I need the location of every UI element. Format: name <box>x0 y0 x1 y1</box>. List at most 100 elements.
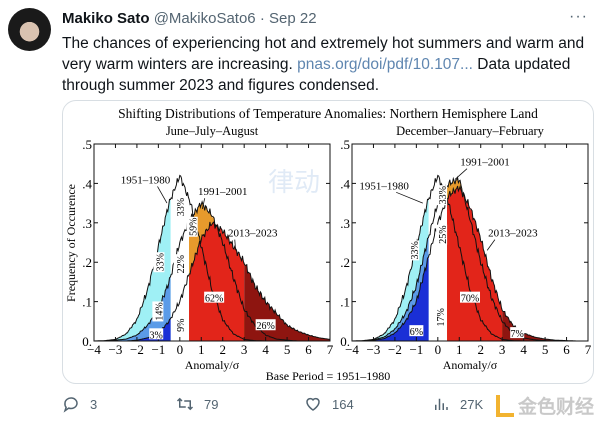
x-tick-label: 3 <box>499 342 506 357</box>
views-button[interactable]: 27K <box>432 395 483 413</box>
author-handle[interactable]: @MakikoSato6 <box>153 10 256 27</box>
percent-label-text: 17% <box>436 308 447 326</box>
percent-label-box <box>436 224 448 245</box>
x-tick-label: 3 <box>241 342 248 357</box>
annotation-arrow <box>201 198 206 210</box>
x-axis-label-winter: Anomaly/σ <box>443 358 498 372</box>
x-tick-label: 5 <box>542 342 549 357</box>
avatar[interactable] <box>8 8 51 51</box>
percent-label-text: 6% <box>410 327 423 338</box>
percent-label-box <box>433 307 445 328</box>
y-tick-label: 0. <box>340 334 350 349</box>
percent-label-text: 33% <box>410 241 421 259</box>
area-1951-cold <box>94 199 171 341</box>
y-tick-label: .5 <box>340 137 350 152</box>
percent-label-text: 14% <box>154 302 165 320</box>
percent-label-box <box>204 291 225 303</box>
y-tick-label: .5 <box>82 137 92 152</box>
annotation-arrow <box>234 239 236 251</box>
tweet-link[interactable]: pnas.org/doi/pdf/10.107... <box>297 56 473 73</box>
watermark-center: 律动 <box>268 168 320 197</box>
percent-label: 22% <box>173 254 187 275</box>
chart-panel-0: −4 −3 −2 −1 0 1 2 3 4 5 6 7 0. .1 .2 .3 .4 .5 33% 14% 3% 33% 2… <box>82 137 334 357</box>
percent-label-text: 59% <box>189 218 200 236</box>
period-annotation: 2013–2023 <box>228 228 278 240</box>
y-tick-label: .2 <box>82 255 92 270</box>
percent-label-box <box>409 325 424 337</box>
percent-label-text: 62% <box>205 294 223 305</box>
y-axis-label: Frequency of Occurence <box>64 184 78 302</box>
percent-label-box <box>460 291 480 303</box>
retweet-icon <box>176 397 194 411</box>
percent-label-box <box>173 197 185 218</box>
more-options-icon[interactable]: ··· <box>569 8 588 25</box>
annotation-arrow <box>157 186 168 204</box>
percent-label: 26% <box>255 319 276 332</box>
period-annotation: 1951–1980 <box>359 180 409 192</box>
percent-label-text: 3% <box>150 330 163 341</box>
percent-label: 7% <box>510 327 525 340</box>
tweet-text-start: The chances of experiencing hot and extr… <box>62 35 585 73</box>
percent-label-text: 33% <box>176 198 187 216</box>
y-tick-label: 0. <box>82 334 92 349</box>
percent-label-text: 9% <box>176 319 187 332</box>
percent-label: 33% <box>153 252 166 273</box>
views-chart-icon <box>435 398 448 410</box>
x-tick-label: 0 <box>435 342 442 357</box>
x-tick-label: 7 <box>327 342 334 357</box>
x-tick-label: −3 <box>367 342 381 357</box>
views-count: 27K <box>460 396 484 412</box>
percent-label-box <box>255 319 276 331</box>
percent-label: 33% <box>173 197 187 218</box>
percent-label: 33% <box>408 240 421 261</box>
reply-button[interactable]: 3 <box>62 395 97 413</box>
x-tick-label: −4 <box>87 342 101 357</box>
reply-icon <box>63 397 78 413</box>
tweet-image[interactable]: Shifting Distributions of Temperature An… <box>62 100 594 384</box>
x-tick-label: −1 <box>409 342 423 357</box>
like-button[interactable]: 164 <box>304 395 354 413</box>
percent-label-box <box>173 318 185 333</box>
tweet-date[interactable]: Sep 22 <box>269 10 317 27</box>
annotation-arrow <box>486 239 496 251</box>
x-tick-label: −2 <box>388 342 402 357</box>
tweet-header: Makiko Sato @MakikoSato6 · Sep 22 <box>62 10 317 27</box>
x-tick-label: 4 <box>262 342 269 357</box>
series-line-2013–2023 <box>352 184 588 342</box>
tweet-actions: 3 79 164 27K <box>0 395 600 417</box>
percent-label: 14% <box>152 301 165 322</box>
plot-frame <box>93 143 331 342</box>
panel-subtitle-summer: June–July–August <box>166 124 259 138</box>
author-name[interactable]: Makiko Sato <box>62 10 150 27</box>
y-tick-label: .3 <box>340 216 350 231</box>
percent-label: 62% <box>204 291 225 305</box>
tweet-text: The chances of experiencing hot and extr… <box>62 33 587 96</box>
percent-label-text: 22% <box>176 255 187 273</box>
x-tick-label: 2 <box>477 342 484 357</box>
percent-label-box <box>510 327 525 339</box>
area-2013-cold <box>352 257 429 341</box>
percent-label: 6% <box>409 325 424 338</box>
retweet-count: 79 <box>204 396 219 412</box>
x-tick-label: −1 <box>151 342 165 357</box>
percent-label: 17% <box>433 307 447 328</box>
x-tick-label: 6 <box>563 342 570 357</box>
plot-frame <box>351 143 589 342</box>
y-tick-label: .3 <box>82 216 92 231</box>
area-2013-hot <box>447 185 503 341</box>
y-tick-label: .4 <box>82 176 92 191</box>
percent-label-box <box>408 240 420 261</box>
y-tick-label: .1 <box>82 295 92 310</box>
retweet-button[interactable]: 79 <box>176 395 218 413</box>
x-tick-label: 1 <box>456 342 463 357</box>
percent-label-box <box>186 216 198 237</box>
like-count: 164 <box>332 396 354 412</box>
percent-label: 33% <box>436 185 449 206</box>
percent-label-box <box>149 328 164 340</box>
x-tick-label: 2 <box>219 342 226 357</box>
separator: · <box>259 10 265 27</box>
panel-subtitle-winter: December–January–February <box>396 124 545 138</box>
percent-label: 70% <box>460 291 480 305</box>
x-tick-label: 5 <box>284 342 291 357</box>
x-tick-label: −2 <box>130 342 144 357</box>
